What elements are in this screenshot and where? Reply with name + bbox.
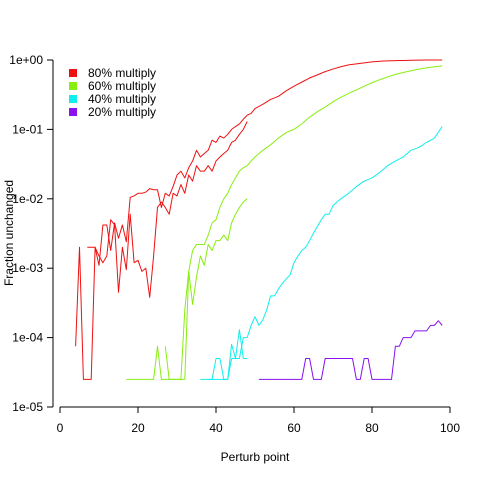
legend-label: 80% multiply: [88, 66, 156, 80]
x-tick-label: 20: [131, 421, 145, 435]
series-line-0: [75, 59, 443, 380]
x-tick-label: 80: [365, 421, 379, 435]
legend-label: 60% multiply: [88, 79, 156, 93]
x-tick-label: 0: [57, 421, 64, 435]
y-tick-label: 1e-05: [12, 400, 43, 414]
legend-swatch: [69, 69, 77, 77]
y-tick-label: 1e-02: [12, 192, 43, 206]
y-tick-label: 1e-03: [12, 261, 43, 275]
series-line-2: [126, 65, 443, 380]
y-tick-label: 1e+00: [9, 53, 43, 67]
x-axis: 0 20 40 60 80 100: [57, 406, 460, 435]
y-tick-label: 1e-04: [12, 331, 43, 345]
y-axis: 1e-05 1e-04 1e-03 1e-02 1e-01 1e+00: [9, 53, 54, 414]
y-axis-label: Fraction unchanged: [2, 180, 16, 286]
legend-swatch: [69, 95, 77, 103]
y-tick-label: 1e-01: [12, 122, 43, 136]
x-tick-label: 40: [209, 421, 223, 435]
legend-label: 40% multiply: [88, 92, 156, 106]
series-line-6: [258, 320, 443, 380]
series-line-1: [87, 121, 248, 298]
x-tick-label: 60: [287, 421, 301, 435]
x-tick-label: 100: [440, 421, 460, 435]
legend-swatch: [69, 108, 77, 116]
series-line-5: [208, 329, 248, 380]
series-layer: [75, 59, 443, 380]
legend-swatch: [69, 82, 77, 90]
legend-label: 20% multiply: [88, 105, 156, 119]
series-line-3: [164, 198, 248, 380]
series-line-4: [200, 126, 443, 380]
x-axis-label: Perturb point: [221, 450, 290, 464]
